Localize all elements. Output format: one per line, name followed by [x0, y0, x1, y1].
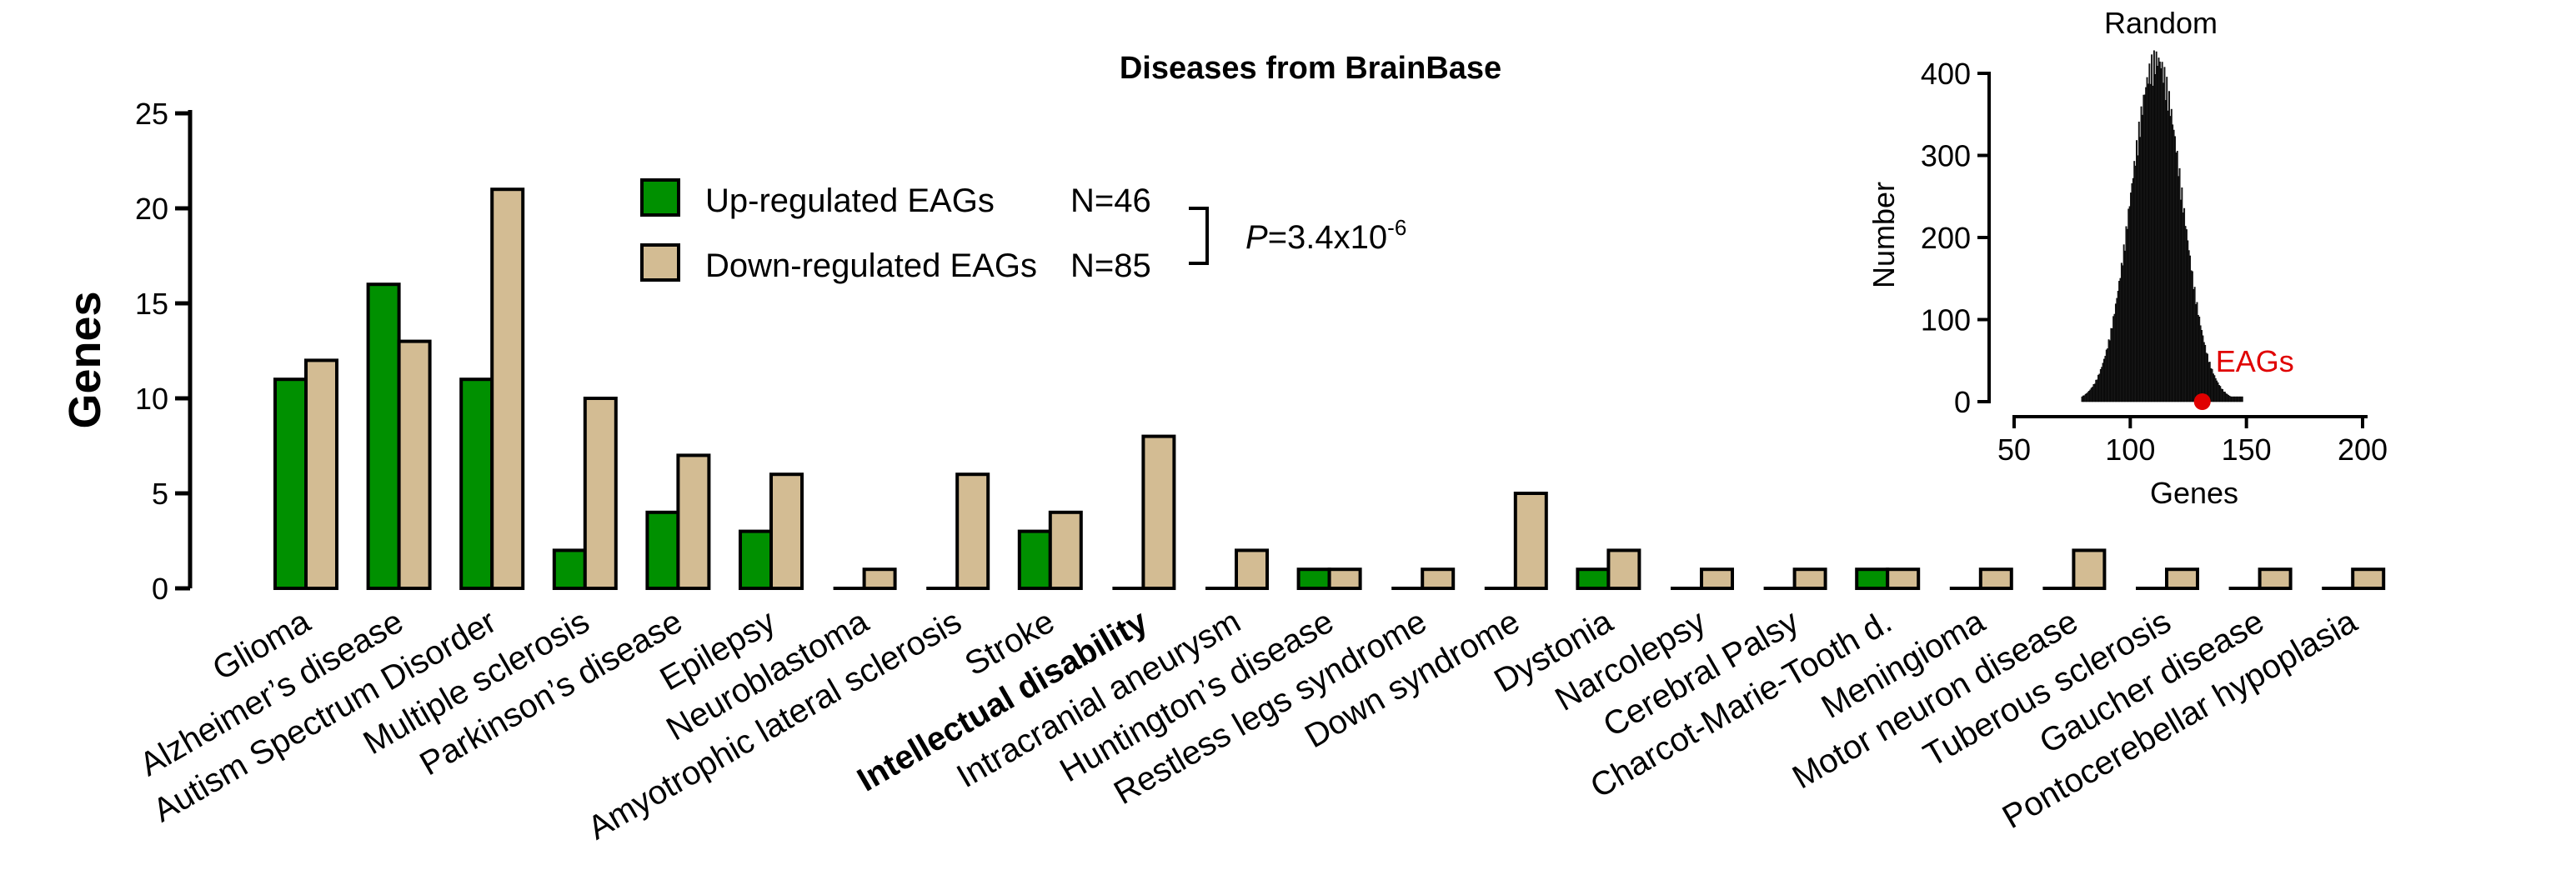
inset-x-tick-label: 150	[2222, 432, 2272, 467]
bar-up	[552, 548, 587, 591]
inset-y-ticks: 0 100 200 300 400	[1921, 57, 1989, 419]
histogram-bin	[2241, 396, 2243, 402]
bar-down	[1141, 434, 1176, 590]
inset-y-tick-label: 400	[1921, 57, 1971, 91]
main-bars	[273, 188, 2386, 591]
bar-up	[366, 282, 401, 590]
legend-bracket	[1189, 207, 1209, 265]
bar-down	[862, 568, 897, 591]
bar-down	[2258, 568, 2293, 591]
bar-down	[1513, 492, 1548, 590]
bar-down	[676, 453, 711, 591]
bar-down	[1886, 568, 1921, 591]
main-y-axis-label: Genes	[60, 291, 110, 428]
bar-down	[769, 472, 804, 591]
legend-label-down: Down-regulated EAGs	[705, 248, 1037, 284]
bar-down	[1048, 510, 1083, 590]
legend-label-up: Up-regulated EAGs	[705, 182, 995, 219]
bar-down	[2165, 568, 2199, 591]
main-y-tick-label: 20	[135, 192, 168, 226]
inset-histogram: Random Number Genes 0 100 200 300 400 50 100 1…	[1867, 6, 2388, 510]
main-y-tick-label: 5	[152, 477, 168, 511]
legend: Up-regulated EAGs N=46 Down-regulated EA…	[640, 178, 1406, 284]
p-value: P=3.4x10-6	[1245, 215, 1406, 256]
main-y-tick-label: 10	[135, 382, 168, 416]
legend-swatch-up	[640, 178, 680, 217]
bar-down	[304, 358, 338, 590]
legend-n-up: N=46	[1070, 182, 1151, 219]
bar-up	[1576, 568, 1611, 591]
legend-n-down: N=85	[1070, 248, 1151, 284]
p-value-exponent: -6	[1387, 215, 1406, 240]
bar-down	[490, 188, 525, 590]
inset-y-axis-label: Number	[1867, 182, 1901, 288]
bar-down	[1792, 568, 1827, 591]
bar-up	[273, 378, 308, 591]
p-value-text: =3.4x10	[1268, 219, 1387, 256]
bar-up	[739, 529, 773, 590]
inset-x-ticks: 50 100 150 200	[1997, 417, 2388, 467]
bar-down	[1606, 548, 1641, 591]
inset-x-tick-label: 100	[2105, 432, 2155, 467]
main-y-tick-label: 0	[152, 572, 168, 606]
main-bar-chart: Diseases from BrainBase Genes 0 5 10 15 20 25…	[60, 51, 2386, 847]
bar-down	[2072, 548, 2107, 591]
inset-y-tick-label: 100	[1921, 303, 1971, 338]
bar-down	[1978, 568, 2013, 591]
bar-down	[955, 472, 990, 591]
inset-x-tick-label: 50	[1997, 432, 2031, 467]
p-value-symbol: P	[1245, 219, 1268, 256]
main-chart-title: Diseases from BrainBase	[1120, 51, 1501, 86]
inset-x-axis-label: Genes	[2150, 476, 2238, 510]
main-y-tick-label: 25	[135, 97, 168, 131]
bar-down	[1700, 568, 1734, 591]
inset-y-tick-label: 200	[1921, 221, 1971, 255]
inset-x-tick-label: 200	[2338, 432, 2388, 467]
inset-y-tick-label: 0	[1954, 385, 1971, 419]
eags-marker	[2193, 393, 2211, 410]
bar-up	[1017, 529, 1052, 590]
inset-title: Random	[2104, 6, 2218, 40]
main-y-ticks: 0 5 10 15 20 25	[135, 97, 190, 606]
bar-down	[1327, 568, 1362, 591]
bar-up	[1296, 568, 1331, 591]
bar-up	[645, 510, 680, 590]
eags-marker-label: EAGs	[2216, 344, 2294, 378]
bar-up	[1855, 568, 1890, 591]
bar-down	[583, 397, 618, 590]
bar-down	[2351, 568, 2386, 591]
bar-up	[459, 378, 494, 591]
bar-down	[1235, 548, 1269, 591]
inset-y-tick-label: 300	[1921, 139, 1971, 173]
legend-swatch-down	[640, 243, 680, 282]
main-y-tick-label: 15	[135, 287, 168, 321]
inset-histogram-bars	[2081, 50, 2243, 402]
bar-down	[397, 339, 432, 590]
bar-down	[1421, 568, 1456, 591]
